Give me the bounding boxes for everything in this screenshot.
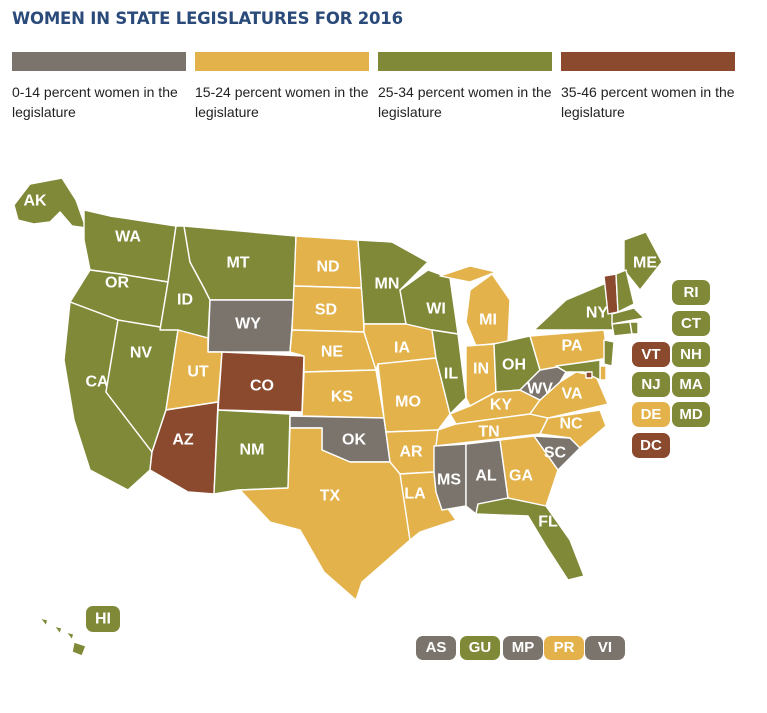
territory-PR: PR — [544, 636, 584, 660]
label-MO: MO — [395, 394, 421, 411]
state-RI — [629, 321, 639, 335]
label-OK: OK — [342, 432, 366, 449]
legend-swatch-15-24 — [195, 52, 369, 71]
label-VA: VA — [561, 386, 582, 403]
legend-label-25-34: 25-34 percent women in the legislature — [378, 84, 552, 120]
label-MT: MT — [226, 255, 249, 272]
state-HI — [39, 617, 87, 657]
label-NC: NC — [559, 416, 583, 433]
state-GA — [499, 435, 559, 507]
legend-swatch-0-14 — [12, 52, 186, 71]
us-map: AK HI WA OR CA NV ID MT WY UT CO AZ NM N… — [13, 177, 663, 657]
state-TX — [239, 427, 411, 601]
label-CO: CO — [250, 378, 274, 395]
legend-swatch-25-34 — [378, 52, 552, 71]
label-IN: IN — [473, 361, 489, 378]
label-ND: ND — [316, 259, 339, 276]
legend-label-0-14: 0-14 percent women in the legislature — [12, 84, 178, 120]
label-KY: KY — [490, 397, 513, 414]
badge-DE: DE — [632, 402, 670, 427]
label-HI: HI — [95, 611, 111, 628]
label-MN: MN — [375, 276, 400, 293]
label-GA: GA — [509, 468, 533, 485]
label-AZ: AZ — [172, 432, 194, 449]
label-AL: AL — [475, 468, 497, 485]
label-KS: KS — [331, 389, 354, 406]
label-CA: CA — [85, 374, 109, 391]
label-NE: NE — [321, 344, 344, 361]
legend-swatch-35-46 — [561, 52, 735, 71]
territory-AS: AS — [416, 636, 456, 660]
label-IL: IL — [444, 366, 458, 383]
label-WI: WI — [426, 301, 446, 318]
label-TN: TN — [478, 424, 499, 441]
territory-VI: VI — [585, 636, 625, 660]
label-UT: UT — [187, 364, 209, 381]
label-NM: NM — [240, 442, 265, 459]
state-ME — [623, 231, 663, 291]
label-MI: MI — [479, 312, 497, 329]
state-DC — [585, 371, 593, 379]
territory-MP: MP — [503, 636, 543, 660]
label-AK: AK — [23, 193, 47, 210]
badge-CT: CT — [672, 311, 710, 336]
map-title: WOMEN IN STATE LEGISLATURES FOR 2016 — [12, 9, 403, 28]
label-SD: SD — [315, 302, 337, 319]
label-NY: NY — [586, 305, 609, 322]
state-FL — [475, 497, 585, 581]
legend-label-15-24: 15-24 percent women in the legislature — [195, 84, 369, 120]
state-AZ — [149, 401, 219, 495]
badge-NJ: NJ — [632, 372, 670, 397]
state-CT — [611, 321, 633, 337]
badge-DC: DC — [632, 433, 670, 458]
label-PA: PA — [561, 338, 582, 355]
label-SC: SC — [544, 445, 567, 462]
badge-RI: RI — [672, 280, 710, 305]
state-HI-badge — [86, 606, 120, 632]
state-MA — [611, 307, 645, 325]
label-OH: OH — [502, 357, 526, 374]
territory-GU: GU — [460, 636, 500, 660]
state-AK — [13, 177, 87, 229]
label-NV: NV — [130, 345, 153, 362]
label-LA: LA — [404, 486, 426, 503]
state-IL — [431, 329, 467, 415]
label-WY: WY — [235, 316, 261, 333]
state-NH — [615, 269, 635, 313]
label-OR: OR — [105, 275, 129, 292]
label-FL: FL — [538, 514, 558, 531]
label-TX: TX — [320, 488, 341, 505]
badge-NH: NH — [672, 342, 710, 367]
label-ID: ID — [177, 292, 193, 309]
badge-VT: VT — [632, 342, 670, 367]
label-MS: MS — [437, 472, 461, 489]
label-WA: WA — [115, 229, 141, 246]
badge-MD: MD — [672, 402, 710, 427]
label-IA: IA — [394, 340, 410, 357]
state-DE — [599, 365, 607, 381]
legend-label-35-46: 35-46 percent women in the legislature — [561, 84, 735, 120]
label-AR: AR — [399, 444, 423, 461]
badge-MA: MA — [672, 372, 710, 397]
label-WV: WV — [527, 381, 553, 398]
label-ME: ME — [633, 255, 657, 272]
state-NJ — [603, 339, 615, 367]
